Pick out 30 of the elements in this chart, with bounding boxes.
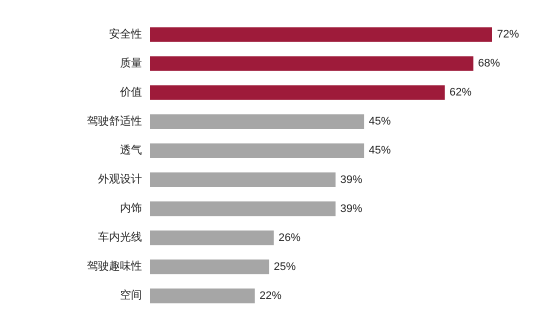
y-tick-label: 外观设计: [98, 172, 142, 186]
data-label: 68%: [478, 58, 500, 70]
data-label: 39%: [340, 174, 362, 186]
bar: [150, 27, 492, 42]
bar: [150, 260, 270, 274]
data-label: 72%: [497, 28, 520, 41]
bar: [150, 56, 474, 71]
y-tick-label: 车内光线: [98, 230, 142, 244]
data-label: 45%: [368, 116, 391, 128]
y-tick-label: 驾驶舒适性: [87, 114, 142, 128]
bar: [150, 230, 274, 246]
data-label: 26%: [278, 232, 301, 244]
bar: [150, 143, 364, 158]
bar: [150, 288, 255, 304]
y-tick-label: 质量: [120, 56, 142, 70]
y-tick-label: 空间: [120, 288, 142, 302]
data-label: 45%: [368, 144, 391, 157]
data-label: 25%: [274, 260, 296, 273]
data-label: 22%: [260, 290, 282, 302]
y-tick-label: 驾驶趣味性: [87, 260, 142, 273]
bar: [150, 114, 364, 129]
bar: [150, 85, 445, 100]
bar: [150, 201, 336, 216]
y-tick-label: 透气: [120, 144, 142, 157]
y-tick-label: 价值: [119, 85, 142, 98]
data-label: 39%: [340, 202, 362, 215]
y-tick-label: 安全性: [109, 27, 142, 40]
y-tick-label: 内饰: [120, 202, 142, 215]
data-label: 62%: [450, 86, 472, 99]
bar: [150, 172, 336, 188]
